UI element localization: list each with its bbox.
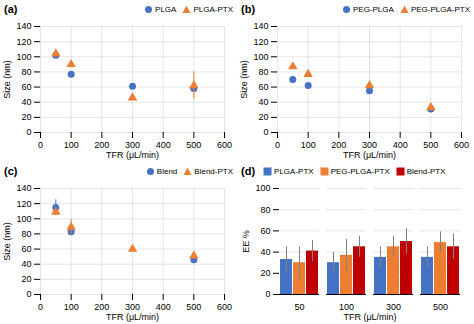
svg-text:80: 80 (258, 67, 268, 77)
svg-text:EE %: EE % (241, 230, 251, 253)
svg-text:120: 120 (16, 37, 31, 47)
svg-text:80: 80 (260, 205, 270, 215)
svg-text:60: 60 (258, 82, 268, 92)
svg-text:20: 20 (21, 112, 31, 122)
svg-text:300: 300 (386, 302, 401, 312)
svg-text:100: 100 (301, 140, 316, 150)
html-text:PLGA-PTX: PLGA-PTX (193, 4, 233, 14)
html-text:PEG-PLGA-PTX: PEG-PLGA-PTX (330, 166, 390, 176)
svg-text:400: 400 (156, 302, 171, 312)
svg-text:120: 120 (16, 199, 31, 209)
svg-text:TFR (μL/min): TFR (μL/min) (343, 150, 396, 160)
html-text:PLGA: PLGA (155, 4, 177, 14)
svg-text:500: 500 (186, 140, 201, 150)
svg-text:600: 600 (217, 140, 232, 150)
svg-text:0: 0 (38, 140, 43, 150)
svg-text:0: 0 (38, 302, 43, 312)
svg-text:300: 300 (125, 140, 140, 150)
html-text:Blend-PTX: Blend-PTX (194, 166, 233, 176)
svg-text:100: 100 (16, 214, 31, 224)
svg-text:40: 40 (260, 247, 270, 257)
html-text:Blend: Blend (156, 166, 178, 176)
svg-text:140: 140 (253, 21, 268, 31)
svg-text:60: 60 (21, 82, 31, 92)
svg-text:20: 20 (260, 268, 270, 278)
svg-text:200: 200 (94, 302, 109, 312)
html-text:(a): (a) (4, 3, 18, 15)
svg-text:500: 500 (433, 302, 448, 312)
svg-text:400: 400 (156, 140, 171, 150)
html-text:(c): (c) (4, 165, 18, 177)
svg-text:60: 60 (21, 244, 31, 254)
svg-text:100: 100 (339, 302, 354, 312)
svg-text:TFR (μL/min): TFR (μL/min) (343, 312, 396, 322)
svg-text:50: 50 (294, 302, 304, 312)
svg-text:100: 100 (253, 52, 268, 62)
svg-text:0: 0 (263, 127, 268, 137)
svg-text:140: 140 (16, 183, 31, 193)
svg-text:300: 300 (125, 302, 140, 312)
svg-text:Size (nm): Size (nm) (2, 222, 12, 261)
svg-text:100: 100 (64, 140, 79, 150)
svg-text:Size (nm): Size (nm) (2, 60, 12, 99)
svg-text:40: 40 (21, 97, 31, 107)
svg-text:100: 100 (255, 183, 270, 193)
svg-text:TFR (μL/min): TFR (μL/min) (106, 312, 159, 322)
html-text:(b): (b) (241, 3, 255, 15)
svg-text:600: 600 (217, 302, 232, 312)
svg-text:0: 0 (265, 289, 270, 299)
svg-text:0: 0 (275, 140, 280, 150)
svg-text:60: 60 (260, 226, 270, 236)
svg-text:120: 120 (253, 37, 268, 47)
html-text:PEG-PLGA: PEG-PLGA (353, 4, 394, 14)
svg-text:500: 500 (186, 302, 201, 312)
html-text:Blend-PTX: Blend-PTX (406, 166, 446, 176)
svg-text:200: 200 (331, 140, 346, 150)
svg-text:400: 400 (393, 140, 408, 150)
svg-text:300: 300 (362, 140, 377, 150)
svg-text:40: 40 (258, 97, 268, 107)
svg-text:0: 0 (26, 127, 31, 137)
svg-text:TFR (μL/min): TFR (μL/min) (106, 150, 159, 160)
svg-text:100: 100 (64, 302, 79, 312)
svg-text:200: 200 (94, 140, 109, 150)
svg-text:600: 600 (454, 140, 469, 150)
svg-text:80: 80 (21, 67, 31, 77)
svg-text:140: 140 (16, 21, 31, 31)
svg-text:20: 20 (21, 274, 31, 284)
svg-text:500: 500 (423, 140, 438, 150)
html-text:PLGA-PTX: PLGA-PTX (274, 166, 314, 176)
svg-text:Size (nm): Size (nm) (239, 60, 249, 99)
svg-text:20: 20 (258, 112, 268, 122)
html-text:PEG-PLGA-PTX: PEG-PLGA-PTX (410, 4, 470, 14)
svg-text:80: 80 (21, 229, 31, 239)
svg-text:0: 0 (26, 289, 31, 299)
svg-text:100: 100 (16, 52, 31, 62)
html-text:(d): (d) (241, 165, 255, 177)
svg-text:40: 40 (21, 259, 31, 269)
